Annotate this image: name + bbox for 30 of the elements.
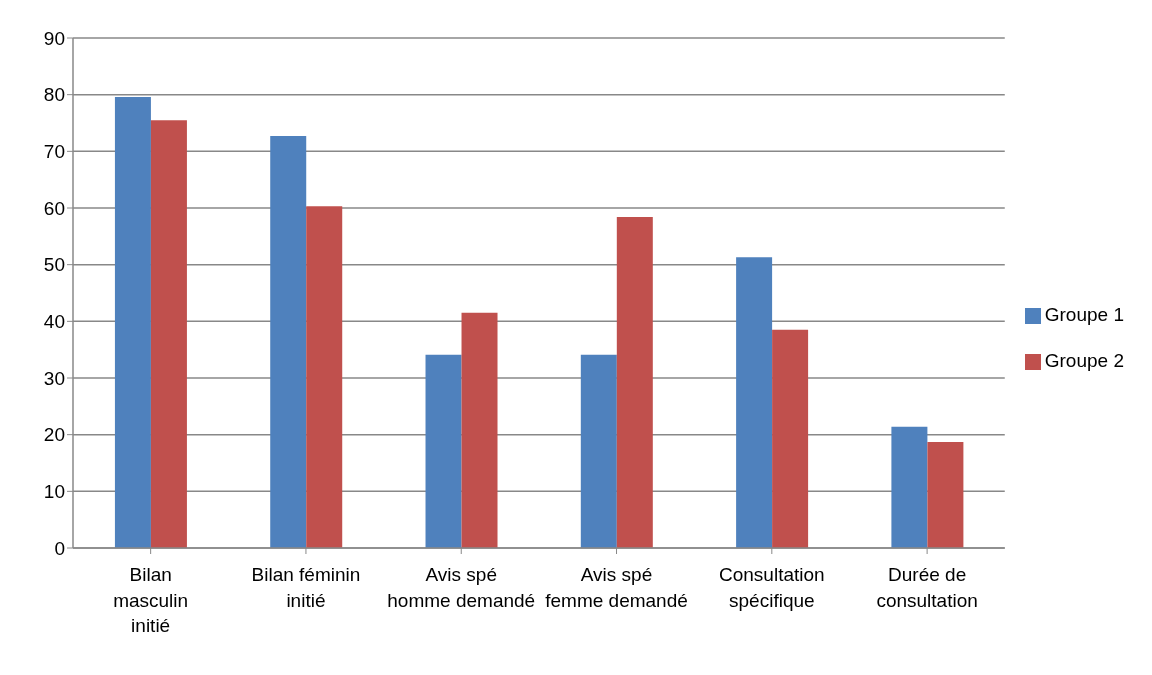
y-tick-label: 70	[43, 141, 65, 163]
y-tick-label: 50	[43, 254, 65, 276]
y-tick-label: 10	[43, 481, 65, 503]
bar	[150, 120, 187, 548]
y-tick-label: 30	[43, 367, 65, 389]
bar	[927, 442, 964, 548]
x-tick-label: Bilan masculin initié	[113, 564, 189, 637]
legend-label: Groupe 2	[1044, 350, 1124, 371]
bar	[736, 257, 773, 548]
bar	[891, 426, 928, 548]
y-tick-label: 80	[43, 84, 65, 106]
y-tick-label: 40	[43, 311, 65, 333]
x-tick-label: Consultation spécifique	[719, 564, 825, 611]
bar	[425, 354, 462, 548]
bar	[580, 354, 617, 548]
x-tick-label: Avis spé femme demandé	[545, 564, 688, 611]
bar	[616, 217, 653, 548]
bar	[114, 96, 151, 548]
bar	[461, 312, 498, 548]
x-tick-label: Bilan féminin initié	[251, 564, 361, 611]
x-tick-label: Durée de consultation	[876, 564, 978, 611]
y-tick-label: 0	[54, 537, 65, 559]
legend-label: Groupe 1	[1044, 304, 1124, 325]
bar	[270, 136, 307, 548]
y-tick-label: 20	[43, 424, 65, 446]
y-tick-label: 60	[43, 197, 65, 219]
bar	[306, 206, 343, 548]
bar	[772, 329, 809, 548]
x-tick-label: Avis spé homme demandé	[387, 564, 536, 611]
y-tick-label: 90	[43, 27, 65, 49]
